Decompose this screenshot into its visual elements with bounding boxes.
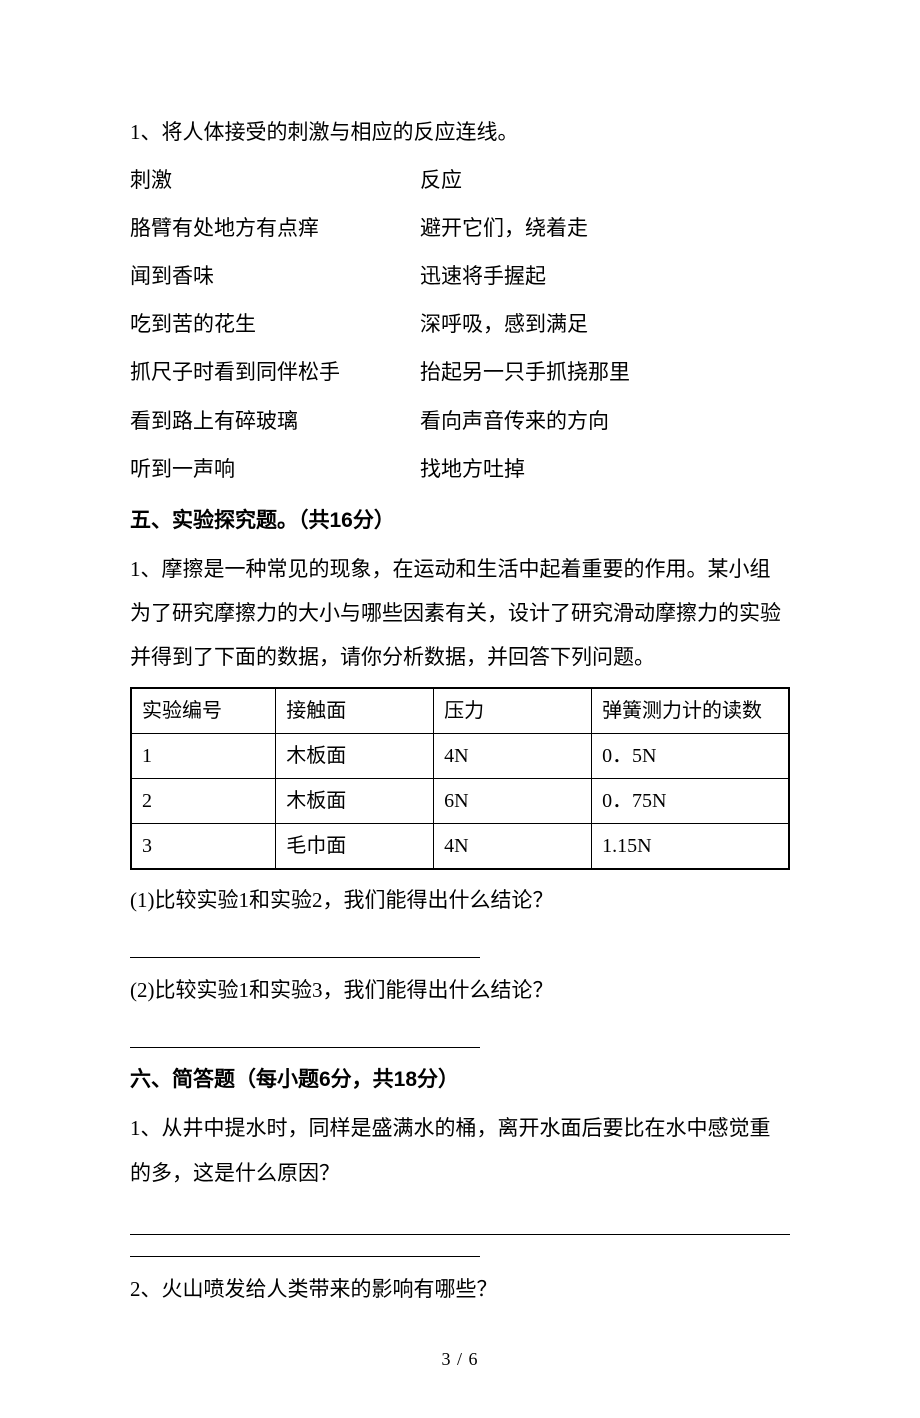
table-cell: 6N [434, 779, 592, 824]
table-cell: 2 [131, 779, 276, 824]
table-cell: 0．75N [592, 779, 789, 824]
section5-sub2: (2)比较实验1和实验3，我们能得出什么结论？ [130, 968, 790, 1012]
matching-row: 看到路上有碎玻璃 看向声音传来的方向 [130, 399, 790, 443]
matching-left-cell: 胳臂有处地方有点痒 [130, 206, 420, 250]
matching-right-cell: 深呼吸，感到满足 [420, 302, 790, 346]
matching-right-cell: 找地方吐掉 [420, 447, 790, 491]
page-content: 1、将人体接受的刺激与相应的反应连线。 刺激 反应 胳臂有处地方有点痒 避开它们… [130, 110, 790, 1378]
q1-prompt: 1、将人体接受的刺激与相应的反应连线。 [130, 110, 790, 154]
table-cell: 4N [434, 824, 592, 870]
table-cell: 1 [131, 734, 276, 779]
section6-title: 六、简答题（每小题6分，共18分） [130, 1058, 790, 1102]
table-header-cell: 实验编号 [131, 688, 276, 734]
table-row: 2 木板面 6N 0．75N [131, 779, 789, 824]
matching-row: 吃到苦的花生 深呼吸，感到满足 [130, 302, 790, 346]
section6-q2: 2、火山喷发给人类带来的影响有哪些？ [130, 1267, 790, 1311]
answer-blank-line [130, 928, 480, 958]
table-header-cell: 接触面 [276, 688, 434, 734]
table-row: 实验编号 接触面 压力 弹簧测力计的读数 [131, 688, 789, 734]
matching-right-cell: 抬起另一只手抓挠那里 [420, 350, 790, 394]
table-cell: 木板面 [276, 779, 434, 824]
matching-left-cell: 看到路上有碎玻璃 [130, 399, 420, 443]
matching-row: 听到一声响 找地方吐掉 [130, 447, 790, 491]
table-row: 3 毛巾面 4N 1.15N [131, 824, 789, 870]
page-number: 3 / 6 [130, 1341, 790, 1379]
section5-title: 五、实验探究题。（共16分） [130, 499, 790, 543]
matching-right-cell: 看向声音传来的方向 [420, 399, 790, 443]
table-cell: 1.15N [592, 824, 789, 870]
matching-right-cell: 避开它们，绕着走 [420, 206, 790, 250]
table-cell: 毛巾面 [276, 824, 434, 870]
matching-header-left: 刺激 [130, 158, 420, 202]
section5-sub1: (1)比较实验1和实验2，我们能得出什么结论？ [130, 878, 790, 922]
matching-header-right: 反应 [420, 158, 790, 202]
table-row: 1 木板面 4N 0．5N [131, 734, 789, 779]
matching-header: 刺激 反应 [130, 158, 790, 202]
matching-left-cell: 吃到苦的花生 [130, 302, 420, 346]
answer-blank-group [130, 1199, 790, 1267]
table-header-cell: 压力 [434, 688, 592, 734]
table-cell: 4N [434, 734, 592, 779]
answer-blank-line [130, 1205, 790, 1235]
matching-left-cell: 抓尺子时看到同伴松手 [130, 350, 420, 394]
matching-left-cell: 闻到香味 [130, 254, 420, 298]
table-cell: 3 [131, 824, 276, 870]
table-header-cell: 弹簧测力计的读数 [592, 688, 789, 734]
matching-right-cell: 迅速将手握起 [420, 254, 790, 298]
answer-blank-line [130, 1018, 480, 1048]
section6-q1: 1、从井中提水时，同样是盛满水的桶，离开水面后要比在水中感觉重的多，这是什么原因… [130, 1106, 790, 1194]
answer-blank-line [130, 1235, 480, 1257]
section5-q1-intro: 1、摩擦是一种常见的现象，在运动和生活中起着重要的作用。某小组为了研究摩擦力的大… [130, 547, 790, 679]
matching-row: 胳臂有处地方有点痒 避开它们，绕着走 [130, 206, 790, 250]
matching-row: 闻到香味 迅速将手握起 [130, 254, 790, 298]
matching-left-cell: 听到一声响 [130, 447, 420, 491]
table-cell: 0．5N [592, 734, 789, 779]
experiment-table: 实验编号 接触面 压力 弹簧测力计的读数 1 木板面 4N 0．5N 2 木板面… [130, 687, 790, 870]
matching-row: 抓尺子时看到同伴松手 抬起另一只手抓挠那里 [130, 350, 790, 394]
table-cell: 木板面 [276, 734, 434, 779]
